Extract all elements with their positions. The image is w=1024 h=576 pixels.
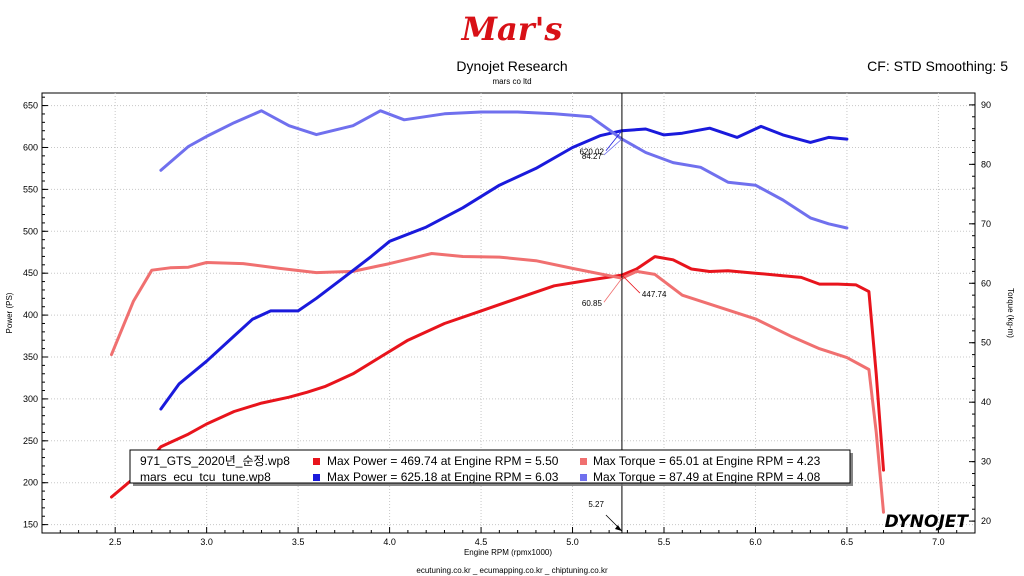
y-tick-label: 200 xyxy=(23,478,38,488)
x-tick-label: 6.0 xyxy=(749,537,762,547)
y2-tick-label: 80 xyxy=(981,159,991,169)
y2-axis-label: Torque (kg-m) xyxy=(1006,288,1015,338)
y-tick-label: 150 xyxy=(23,520,38,530)
readout-power-run-2: 620.02 xyxy=(579,148,604,157)
readout-leader xyxy=(603,138,623,156)
x-tick-label: 4.0 xyxy=(383,537,396,547)
readout-power-run-1: 447.74 xyxy=(642,290,667,299)
legend-swatch-power-run-1 xyxy=(313,458,320,465)
legend: 971_GTS_2020년_순정.wp8 Max Power = 469.74 … xyxy=(129,449,853,486)
y-tick-label: 450 xyxy=(23,268,38,278)
correction-factor-label: CF: STD Smoothing: 5 xyxy=(867,58,1008,74)
legend-run-1-max-torque: Max Torque = 65.01 at Engine RPM = 4.23 xyxy=(593,454,821,468)
legend-run-1-name: 971_GTS_2020년_순정.wp8 xyxy=(140,454,290,468)
legend-run-2-max-power: Max Power = 625.18 at Engine RPM = 6.03 xyxy=(327,470,559,484)
rpm-arrow-icon xyxy=(614,525,622,531)
x-tick-label: 7.0 xyxy=(932,537,945,547)
y2-tick-label: 60 xyxy=(981,278,991,288)
y-tick-label: 250 xyxy=(23,436,38,446)
legend-run-1-max-power: Max Power = 469.74 at Engine RPM = 5.50 xyxy=(327,454,559,468)
x-tick-label: 2.5 xyxy=(109,537,122,547)
y2-tick-label: 90 xyxy=(981,100,991,110)
y2-tick-label: 70 xyxy=(981,219,991,229)
series-torque-run-2 xyxy=(159,109,849,230)
legend-swatch-torque-run-1 xyxy=(580,458,587,465)
x-tick-label: 6.5 xyxy=(841,537,854,547)
readout-leader xyxy=(605,130,623,151)
readout-leader xyxy=(603,277,623,303)
y-tick-label: 400 xyxy=(23,310,38,320)
y2-tick-label: 40 xyxy=(981,397,991,407)
axes: 2.5 3.0 3.5 4.0 4.5 5.0 5.5 6.0 6.5 7.0 150 200 250 3… xyxy=(23,96,991,547)
footer-links: ecutuning.co.kr _ ecumapping.co.kr _ chi… xyxy=(416,566,608,575)
legend-swatch-torque-run-2 xyxy=(580,474,587,481)
y2-tick-label: 30 xyxy=(981,457,991,467)
chart-subtitle: mars co ltd xyxy=(492,77,531,86)
y2-tick-label: 50 xyxy=(981,338,991,348)
cursor-rpm-readout: 5.27 xyxy=(588,500,604,509)
series-power-run-1 xyxy=(110,255,885,499)
x-tick-label: 5.5 xyxy=(658,537,671,547)
legend-box xyxy=(129,449,851,484)
series-group xyxy=(110,109,885,514)
legend-swatch-power-run-2 xyxy=(313,474,320,481)
y-tick-label: 600 xyxy=(23,142,38,152)
y-tick-label: 550 xyxy=(23,184,38,194)
x-tick-label: 3.0 xyxy=(200,537,213,547)
chart-title: Dynojet Research xyxy=(456,58,567,74)
y2-tick-label: 20 xyxy=(981,516,991,526)
legend-run-2-name: mars_ecu_tcu_tune.wp8 xyxy=(140,470,271,484)
y-tick-label: 500 xyxy=(23,226,38,236)
readout-torque-run-1: 60.85 xyxy=(582,299,603,308)
legend-run-2-max-torque: Max Torque = 87.49 at Engine RPM = 4.08 xyxy=(593,470,821,484)
y-tick-label: 650 xyxy=(23,101,38,111)
series-power-run-2 xyxy=(159,124,849,411)
series-torque-run-1 xyxy=(110,252,885,514)
dynojet-brand-mark: DYNOJET xyxy=(885,512,970,532)
x-tick-label: 3.5 xyxy=(292,537,305,547)
x-axis-label: Engine RPM (rpmx1000) xyxy=(464,548,552,557)
readout-leader xyxy=(621,274,641,294)
y-tick-label: 350 xyxy=(23,352,38,362)
brand-logo: Mar's xyxy=(461,10,563,48)
x-tick-label: 5.0 xyxy=(566,537,579,547)
x-tick-label: 4.5 xyxy=(475,537,488,547)
y-axis-label: Power (PS) xyxy=(5,292,14,333)
y-tick-label: 300 xyxy=(23,394,38,404)
readout-torque-run-2: 84.27 xyxy=(582,152,603,161)
cursor-readouts: 620.02 84.27 60.85 447.74 5.27 xyxy=(579,130,667,532)
